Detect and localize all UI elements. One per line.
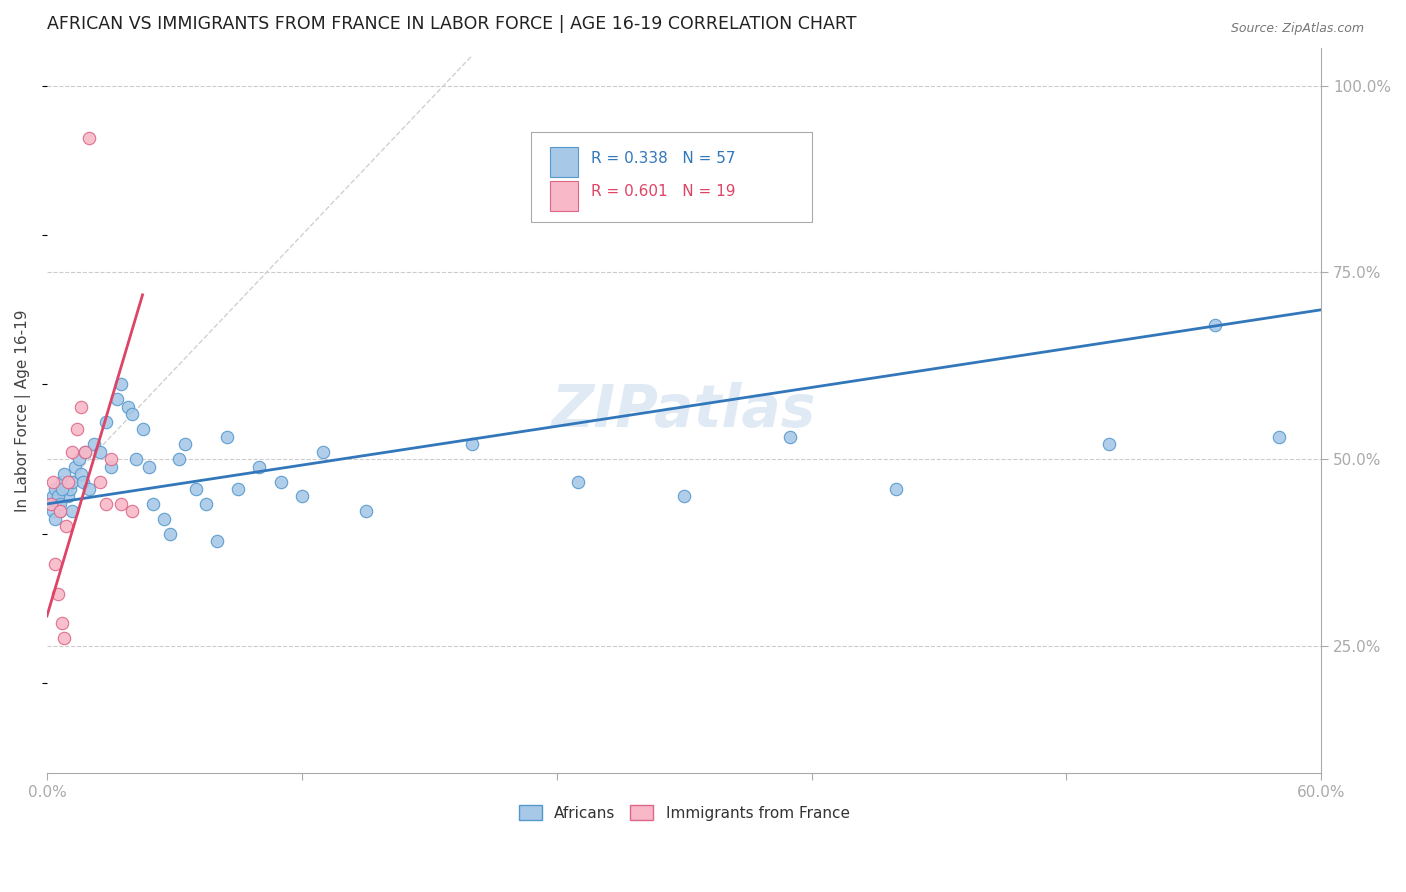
FancyBboxPatch shape [550, 147, 578, 178]
Point [354, 504, 377, 518]
Point [44, 512, 66, 526]
Point [138, 459, 160, 474]
FancyBboxPatch shape [550, 181, 578, 211]
Text: R = 0.601   N = 19: R = 0.601 N = 19 [591, 185, 735, 199]
Point [48, 504, 70, 518]
Point [44, 557, 66, 571]
Point [63, 459, 86, 474]
Text: Source: ZipAtlas.com: Source: ZipAtlas.com [1230, 22, 1364, 36]
Point [48, 497, 70, 511]
Point [46, 586, 69, 600]
Point [62, 504, 84, 518]
Point [125, 452, 148, 467]
Point [83, 437, 105, 451]
Text: R = 0.338   N = 57: R = 0.338 N = 57 [591, 151, 735, 166]
Point [96, 415, 118, 429]
Point [67, 452, 90, 467]
Point [51, 475, 73, 489]
Point [46, 490, 69, 504]
Point [52, 632, 75, 646]
Point [1204, 318, 1226, 332]
Point [42, 504, 65, 518]
Point [167, 452, 190, 467]
Point [55, 482, 77, 496]
Point [131, 422, 153, 436]
Point [100, 459, 122, 474]
Point [121, 504, 143, 518]
Point [89, 444, 111, 458]
Legend: Africans, Immigrants from France: Africans, Immigrants from France [513, 798, 856, 827]
Point [58, 490, 80, 504]
Point [62, 475, 84, 489]
Point [39, 497, 62, 511]
Y-axis label: In Labor Force | Age 16-19: In Labor Force | Age 16-19 [15, 310, 31, 512]
Point [226, 482, 249, 496]
Point [70, 467, 93, 481]
Point [89, 475, 111, 489]
Point [174, 437, 197, 451]
Point [195, 497, 218, 511]
Point [152, 512, 174, 526]
Point [42, 490, 65, 504]
Point [779, 430, 801, 444]
Point [72, 475, 94, 489]
Point [673, 490, 696, 504]
Point [79, 482, 101, 496]
Point [42, 475, 65, 489]
Point [159, 526, 181, 541]
Point [142, 497, 165, 511]
Point [1267, 430, 1289, 444]
Text: AFRICAN VS IMMIGRANTS FROM FRANCE IN LABOR FORCE | AGE 16-19 CORRELATION CHART: AFRICAN VS IMMIGRANTS FROM FRANCE IN LAB… [46, 15, 856, 33]
Point [205, 534, 228, 549]
Point [117, 400, 139, 414]
Point [55, 519, 77, 533]
Point [62, 444, 84, 458]
Point [70, 400, 93, 414]
Point [1098, 437, 1121, 451]
Point [110, 497, 132, 511]
Point [66, 422, 89, 436]
Point [75, 444, 97, 458]
Point [39, 497, 62, 511]
Point [110, 377, 132, 392]
Point [217, 430, 239, 444]
Point [567, 475, 589, 489]
Point [58, 475, 80, 489]
Point [46, 497, 69, 511]
Point [100, 452, 122, 467]
Point [247, 459, 270, 474]
Point [184, 482, 207, 496]
Point [96, 497, 118, 511]
Point [312, 444, 335, 458]
Point [105, 392, 128, 407]
FancyBboxPatch shape [531, 132, 811, 222]
Point [79, 131, 101, 145]
Point [51, 482, 73, 496]
Point [121, 407, 143, 421]
Point [270, 475, 292, 489]
Point [51, 616, 73, 631]
Point [48, 504, 70, 518]
Point [75, 444, 97, 458]
Text: ZIPatlas: ZIPatlas [551, 382, 817, 439]
Point [59, 482, 82, 496]
Point [460, 437, 482, 451]
Point [291, 490, 314, 504]
Point [886, 482, 908, 496]
Point [52, 467, 75, 481]
Point [44, 482, 66, 496]
